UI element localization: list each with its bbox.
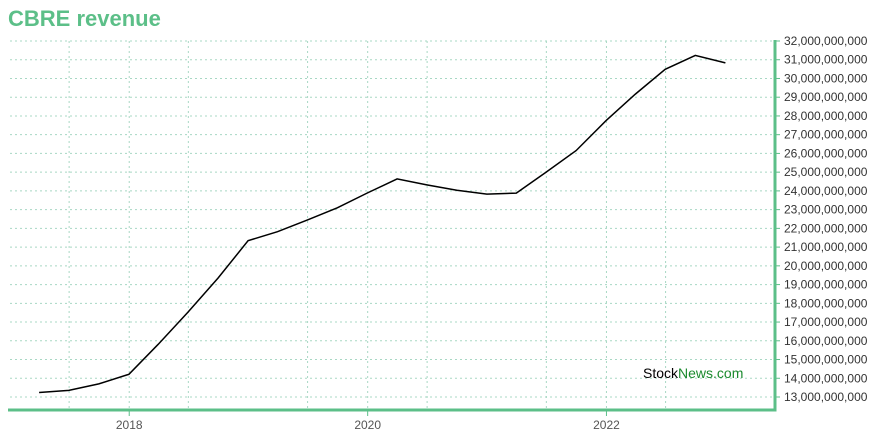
y-tick-label: 14,000,000,000 [784, 371, 868, 385]
y-tick-label: 20,000,000,000 [784, 259, 868, 273]
x-tick-label: 2020 [354, 418, 381, 432]
y-axis-ticks: 13,000,000,000 14,000,000,000 15,000,000,0… [775, 34, 868, 404]
y-tick-label: 16,000,000,000 [784, 334, 868, 348]
y-tick-label: 17,000,000,000 [784, 315, 868, 329]
watermark-part-news: News.com [678, 365, 744, 381]
x-tick-label: 2022 [593, 418, 620, 432]
x-tick-label: 2018 [116, 418, 143, 432]
watermark-part-stock: Stock [643, 365, 679, 381]
y-tick-label: 13,000,000,000 [784, 390, 868, 404]
y-tick-label: 19,000,000,000 [784, 278, 868, 292]
y-tick-label: 23,000,000,000 [784, 203, 868, 217]
y-tick-label: 26,000,000,000 [784, 146, 868, 160]
revenue-series-line [39, 54, 726, 394]
y-tick-label: 32,000,000,000 [784, 34, 868, 48]
y-tick-label: 28,000,000,000 [784, 109, 868, 123]
y-tick-label: 31,000,000,000 [784, 53, 868, 67]
y-tick-label: 22,000,000,000 [784, 221, 868, 235]
grid-lines [10, 40, 775, 410]
y-tick-label: 21,000,000,000 [784, 240, 868, 254]
y-tick-label: 27,000,000,000 [784, 128, 868, 142]
y-tick-label: 18,000,000,000 [784, 296, 868, 310]
y-tick-label: 30,000,000,000 [784, 71, 868, 85]
y-tick-label: 15,000,000,000 [784, 353, 868, 367]
y-tick-label: 29,000,000,000 [784, 90, 868, 104]
stocknews-watermark: StockNews.com [643, 365, 743, 381]
chart-title: CBRE revenue [8, 6, 161, 31]
y-tick-label: 25,000,000,000 [784, 165, 868, 179]
x-axis-ticks: 2018 2020 2022 [116, 410, 620, 432]
y-tick-label: 24,000,000,000 [784, 184, 868, 198]
